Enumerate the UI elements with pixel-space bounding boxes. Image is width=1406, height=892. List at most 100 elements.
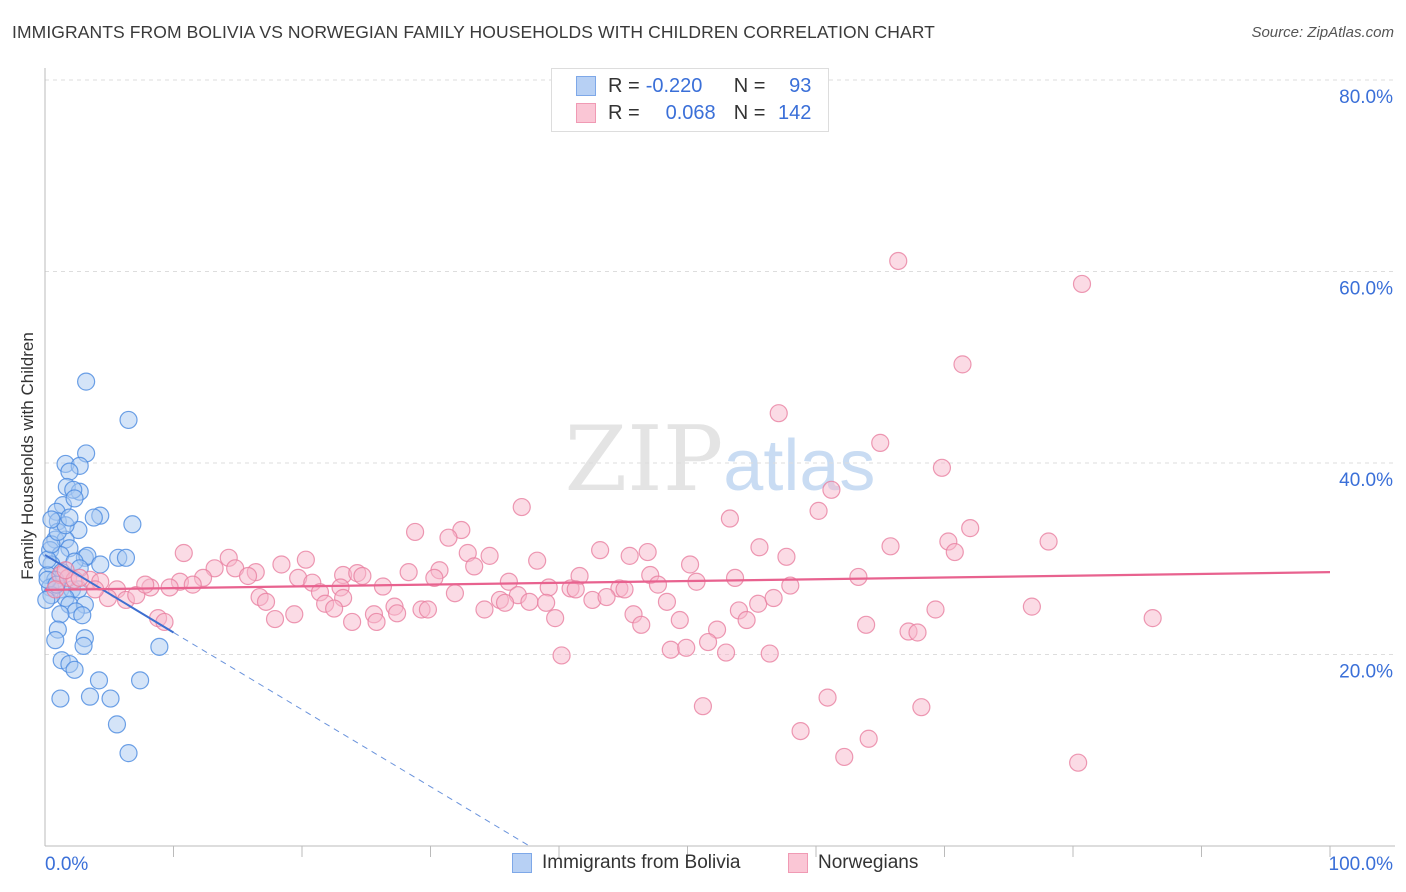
norwegians-point [597, 587, 616, 607]
blue-swatch-icon [576, 76, 596, 96]
norwegians-point [737, 610, 756, 630]
norwegians-point [1022, 597, 1041, 616]
norwegians-point [528, 551, 547, 570]
norwegians-point [889, 251, 908, 271]
norwegians-point [343, 612, 362, 632]
norwegians-point [822, 480, 841, 499]
legend-label: Immigrants from Bolivia [542, 852, 741, 873]
bolivia-point [119, 410, 138, 430]
norwegians-point [835, 747, 854, 767]
bolivia-point [119, 744, 138, 763]
norwegians-point [809, 501, 828, 520]
norwegians-point [657, 592, 677, 611]
bolivia-point [80, 687, 100, 706]
bolivia-point [65, 489, 84, 508]
bolivia-trend-extension [173, 632, 530, 847]
norwegians-point [725, 568, 745, 588]
norwegians-point [495, 593, 515, 612]
norwegians-point [367, 612, 386, 632]
watermark: ZIPatlas [565, 407, 876, 512]
norwegians-point [648, 575, 668, 594]
norwegians-point [387, 604, 407, 623]
norwegians-point [136, 575, 155, 594]
r-label: R = [608, 74, 640, 97]
norwegians-point [552, 646, 571, 665]
norwegians-point [499, 572, 518, 591]
blue-swatch-icon [512, 853, 532, 873]
y-tick-label: 60.0% [1339, 279, 1393, 300]
norwegians-point [1143, 609, 1162, 628]
norwegians-point [777, 547, 796, 566]
bolivia-point [74, 636, 93, 655]
norwegians-point [961, 519, 980, 538]
y-tick-label: 80.0% [1339, 87, 1393, 108]
norwegians-point [445, 584, 465, 603]
norwegians-point [791, 721, 810, 741]
norwegians-point [661, 640, 680, 659]
norwegians-point [591, 541, 610, 560]
norwegians-point [512, 497, 531, 517]
norwegians-point [932, 458, 952, 477]
norwegians-point [1039, 532, 1058, 551]
norwegians-point [670, 610, 689, 630]
norwegians-trend-line [44, 571, 1331, 591]
norwegians-point [373, 577, 393, 596]
norwegians-point [859, 729, 878, 748]
correlation-legend: R = -0.220 N = 93 R = 0.068 N = 142 [551, 68, 829, 132]
norwegians-point [750, 538, 769, 557]
y-axis-label: Family Households with Children [18, 332, 37, 580]
r-value: -0.220 [645, 74, 703, 97]
norwegians-point [749, 594, 768, 613]
bolivia-point [65, 660, 84, 679]
norwegians-point [707, 620, 727, 639]
norwegians-point [908, 623, 927, 642]
norwegians-point [296, 550, 315, 569]
norwegians-point [325, 599, 344, 618]
n-label: N = [733, 101, 766, 124]
norwegians-point [881, 537, 900, 556]
bolivia-trend-line [44, 554, 175, 634]
norwegians-point [945, 542, 964, 562]
norwegians-point [849, 567, 868, 587]
norwegians-point [698, 632, 718, 652]
norwegians-point [818, 688, 837, 707]
r-label: R = [608, 101, 640, 124]
norwegians-point [857, 615, 876, 634]
legend-row-bolivia: R = -0.220 N = 93 [576, 73, 811, 99]
norwegians-point [912, 698, 931, 717]
r-value: 0.068 [665, 101, 716, 124]
norwegians-point [546, 609, 565, 628]
bolivia-point [89, 671, 109, 690]
bolivia-point [130, 671, 150, 690]
pink-swatch-icon [788, 853, 808, 873]
norwegians-point [537, 593, 556, 612]
norwegians-point [716, 643, 736, 662]
norwegians-point [1072, 274, 1092, 294]
bolivia-point [123, 515, 142, 534]
norwegians-point [439, 528, 458, 547]
n-value: 93 [789, 74, 812, 97]
legend-label: Norwegians [818, 852, 919, 873]
bolivia-point [51, 605, 70, 624]
bolivia-point [91, 555, 110, 574]
legend-item-bolivia: Immigrants from Bolivia [512, 852, 741, 874]
norwegians-point [638, 542, 657, 562]
bolivia-point [60, 508, 79, 527]
chart-title: IMMIGRANTS FROM BOLIVIA VS NORWEGIAN FAM… [12, 22, 935, 42]
norwegians-point [183, 575, 202, 594]
norwegians-point [620, 546, 639, 565]
norwegians-point [615, 580, 634, 599]
bolivia-point [42, 510, 61, 529]
bolivia-point [77, 372, 96, 391]
norwegians-point [677, 638, 696, 657]
norwegians-point [56, 561, 75, 580]
norwegians-point [480, 546, 499, 565]
x-tick-label: 100.0% [1329, 854, 1394, 875]
y-tick-label: 40.0% [1339, 470, 1393, 491]
norwegians-point [475, 600, 494, 619]
norwegians-point [566, 580, 585, 599]
bolivia-point [101, 689, 120, 708]
norwegians-point [256, 592, 276, 611]
